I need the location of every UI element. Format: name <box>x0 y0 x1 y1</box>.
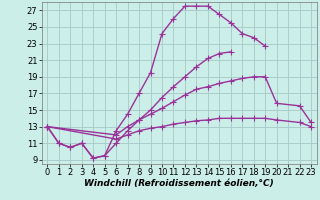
X-axis label: Windchill (Refroidissement éolien,°C): Windchill (Refroidissement éolien,°C) <box>84 179 274 188</box>
